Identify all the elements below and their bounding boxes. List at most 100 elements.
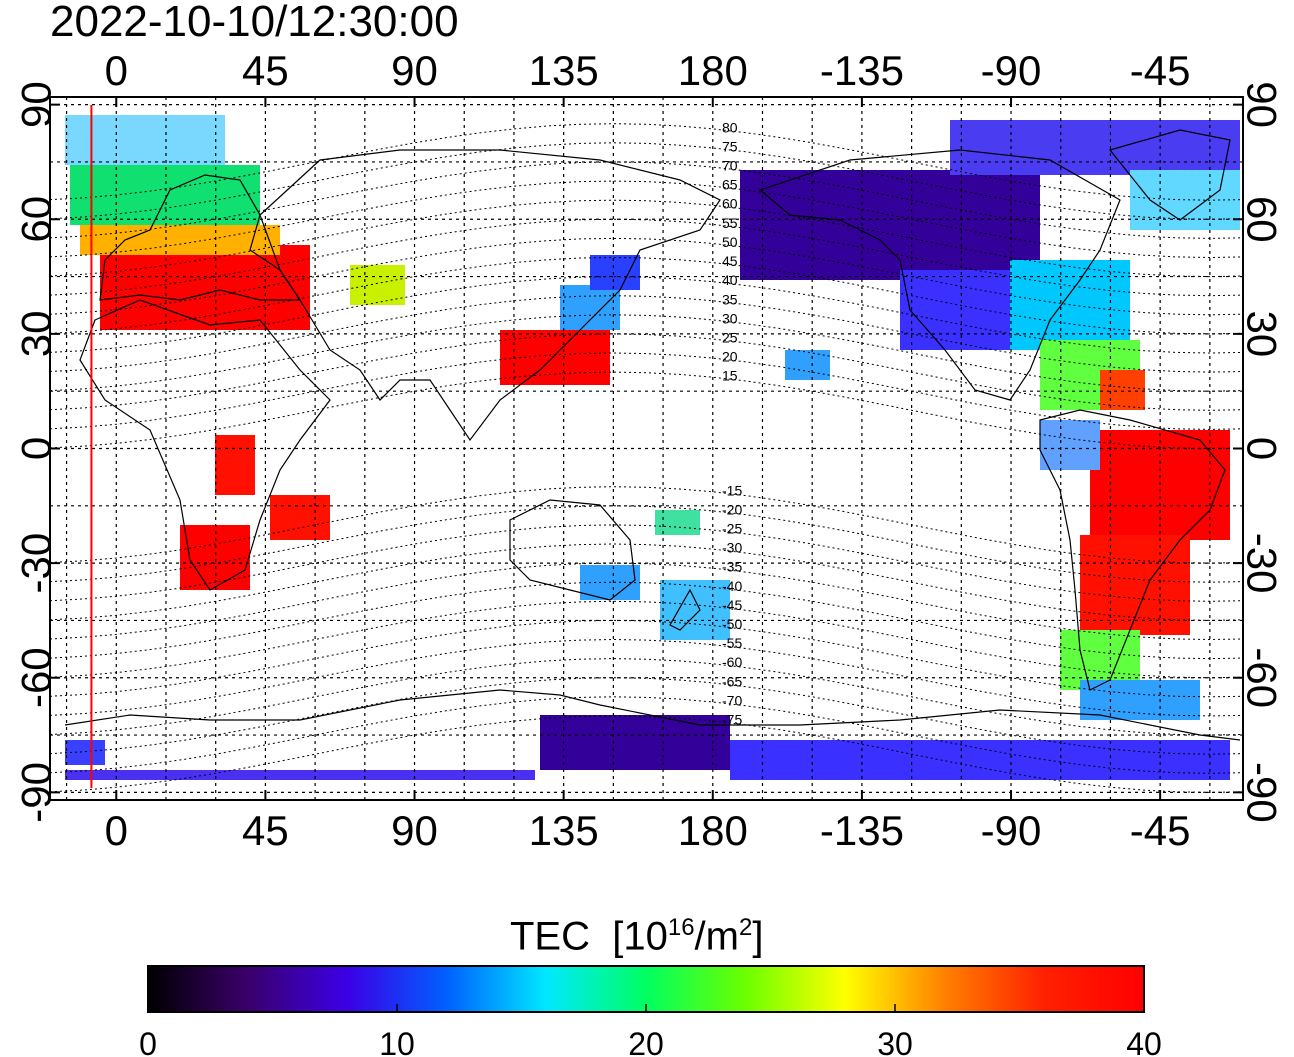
magnetic-contour <box>50 333 1243 411</box>
magnetic-contour <box>50 199 1243 278</box>
magnetic-contour <box>50 638 1243 717</box>
top-lon-label: 90 <box>391 47 438 94</box>
top-lon-label: 180 <box>678 47 748 94</box>
colorbar-title-exp1: 16 <box>667 914 695 941</box>
magnetic-lat-label: 80 <box>722 119 738 135</box>
magnetic-lat-label: -25 <box>722 520 742 536</box>
tec-patch-pacific-south <box>655 510 700 535</box>
top-longitude-labels: 0 45 90 135 180 -135 -90 -45 <box>105 47 1191 94</box>
magnetic-lat-label: -55 <box>722 635 742 651</box>
magnetic-contour <box>50 180 1243 259</box>
magnetic-contour <box>50 256 1243 335</box>
magnetic-lat-label: 60 <box>722 196 738 212</box>
colorbar-tick-label: 30 <box>877 1026 913 1057</box>
magnetic-contour <box>50 619 1243 698</box>
magnetic-contour <box>50 218 1243 297</box>
bottom-lon-label: -135 <box>820 807 904 854</box>
magnetic-lat-label: 20 <box>722 349 738 365</box>
colorbar-tick-label: 0 <box>139 1026 157 1057</box>
colorbar-tick-labels: 0 10 20 30 40 <box>139 1026 1162 1057</box>
magnetic-contour <box>50 237 1243 316</box>
right-lat-label: -90 <box>1238 762 1285 823</box>
tec-patch-new-zealand <box>660 580 730 640</box>
tec-patch-antarctica-south <box>65 770 535 780</box>
magnetic-contour <box>50 543 1243 621</box>
magnetic-lat-label: 40 <box>722 272 738 288</box>
colorbar-tick-label: 10 <box>379 1026 415 1057</box>
magnetic-lat-label: -20 <box>722 501 742 517</box>
magnetic-contour <box>50 677 1243 755</box>
magnetic-lat-label: -70 <box>722 692 742 708</box>
colorbar-title: TEC [1016/m2] <box>510 914 764 959</box>
right-lat-label: 0 <box>1238 437 1285 460</box>
magnetic-lat-label: -15 <box>722 482 742 498</box>
magnetic-contour <box>50 486 1243 564</box>
magnetic-contour <box>50 295 1243 373</box>
magnetic-lat-label: 55 <box>722 215 738 231</box>
magnetic-lat-label: -40 <box>722 578 742 594</box>
tec-patch-east-asia <box>500 330 610 385</box>
magnetic-lat-label: 35 <box>722 291 738 307</box>
magnetic-latitude-contours <box>50 123 1243 793</box>
bottom-lon-label: 180 <box>678 807 748 854</box>
bottom-lon-label: 0 <box>105 807 128 854</box>
magnetic-contour <box>50 314 1243 392</box>
magnetic-lat-label: 25 <box>722 329 738 345</box>
magnetic-contour <box>50 600 1243 679</box>
tec-patch-central-asia <box>350 265 405 305</box>
top-lon-label: 135 <box>529 47 599 94</box>
bottom-lon-label: 45 <box>242 807 289 854</box>
magnetic-lat-label: -65 <box>722 673 742 689</box>
tec-patch-south-africa <box>180 525 250 590</box>
magnetic-lat-label: -50 <box>722 616 742 632</box>
magnetic-lat-label: 50 <box>722 234 738 250</box>
tec-patch-antarctica-west <box>730 740 1230 780</box>
magnetic-contour <box>50 371 1243 450</box>
axis-ticks <box>50 97 1243 800</box>
bottom-lon-label: -45 <box>1130 807 1191 854</box>
map-grid <box>50 97 1243 800</box>
right-lat-label: -30 <box>1238 533 1285 594</box>
magnetic-lat-label: 75 <box>722 138 738 154</box>
magnetic-contour <box>50 276 1243 354</box>
magnetic-lat-label: 65 <box>722 177 738 193</box>
top-lon-label: 0 <box>105 47 128 94</box>
page-title: 2022-10-10/12:30:00 <box>50 0 459 46</box>
magnetic-contour <box>50 142 1243 220</box>
right-lat-label: -60 <box>1238 647 1285 708</box>
colorbar-ticks <box>147 1004 1145 1012</box>
bottom-lon-label: 135 <box>529 807 599 854</box>
tec-patch-madagascar <box>270 495 330 540</box>
magnetic-contour <box>50 581 1243 660</box>
magnetic-contour <box>50 123 1243 201</box>
top-lon-label: -45 <box>1130 47 1191 94</box>
magnetic-lat-label: -35 <box>722 559 742 575</box>
tec-patch-europe <box>100 245 310 330</box>
tec-patch-scandinavia <box>70 165 260 225</box>
top-lon-label: -135 <box>820 47 904 94</box>
top-lon-label: -90 <box>981 47 1042 94</box>
tec-patch-hawaii <box>785 350 830 380</box>
magnetic-contour <box>50 161 1243 239</box>
magnetic-contour <box>50 562 1243 641</box>
magnetic-lat-label: 15 <box>722 368 738 384</box>
tec-map: 80 75 70 65 60 55 50 45 40 35 30 25 20 15 -15 -20 -25 -30… <box>13 47 1286 854</box>
tec-patch-japan <box>560 285 620 330</box>
magnetic-contour <box>50 505 1243 583</box>
magnetic-latitude-labels: 80 75 70 65 60 55 50 45 40 35 30 25 20 15 -15 -20 -25 -30… <box>722 119 742 727</box>
colorbar-tick-label: 20 <box>628 1026 664 1057</box>
tec-patch-canada <box>740 170 1040 280</box>
right-lat-label: 90 <box>1238 81 1285 128</box>
tec-patch-europe-north <box>80 225 280 255</box>
tec-patch-central-africa <box>215 435 255 495</box>
tec-patch-andes <box>1040 420 1100 470</box>
magnetic-lat-label: 30 <box>722 310 738 326</box>
left-lat-label: 0 <box>13 437 60 460</box>
magnetic-contour <box>50 658 1243 736</box>
colorbar: 0 10 20 30 40 <box>139 965 1162 1057</box>
right-lat-label: 60 <box>1238 196 1285 243</box>
colorbar-title-unit: 10 <box>623 914 668 959</box>
tec-patch-arctic-america <box>950 120 1240 175</box>
colorbar-tick-label: 40 <box>1126 1026 1162 1057</box>
top-lon-label: 45 <box>242 47 289 94</box>
